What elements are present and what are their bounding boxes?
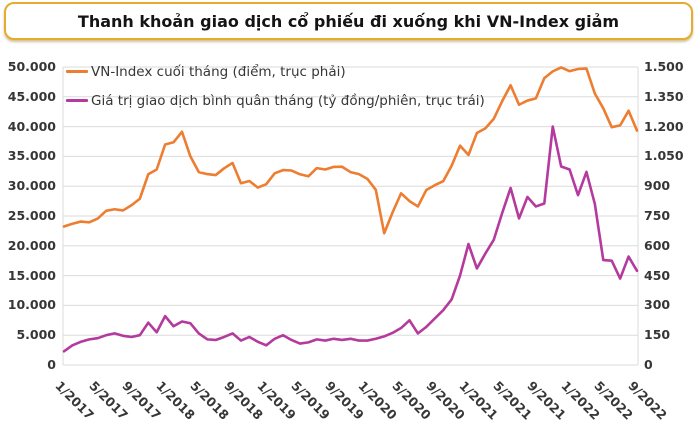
left-axis-tick-label: 40.000 [7,118,56,134]
right-axis-tick-label: 1.200 [644,118,684,134]
vnindex-line [62,66,639,235]
right-axis-tick-label: 600 [644,237,671,253]
right-axis-tick-label: 900 [644,178,671,194]
right-axis-tick-label: 1.350 [644,88,684,104]
left-axis-tick-label: 15.000 [7,267,56,283]
left-axis-tick-label: 45.000 [7,88,56,104]
legend-label-liquidity: Giá trị giao dịch bình quân tháng (tỷ đồ… [91,92,485,109]
left-axis-tick-label: 5.000 [16,327,56,343]
right-axis-tick-label: 150 [644,327,671,343]
chart-title-box: Thanh khoản giao dịch cổ phiếu đi xuống … [4,2,693,40]
left-axis-tick-label: 50.000 [7,59,56,74]
right-axis-tick-label: 0 [644,357,653,372]
chart-title: Thanh khoản giao dịch cổ phiếu đi xuống … [77,11,620,31]
right-axis-tick-label: 1.050 [644,148,684,164]
right-axis-tick-label: 750 [644,208,671,223]
right-axis-tick-label: 300 [644,297,671,313]
legend: VN-Index cuối tháng (điểm, trục phải) Gi… [66,62,485,120]
legend-swatch-vnindex-icon [66,70,88,73]
legend-item-liquidity: Giá trị giao dịch bình quân tháng (tỷ đồ… [66,91,485,110]
right-axis-tick-label: 450 [644,267,671,283]
legend-swatch-liquidity-icon [66,99,88,102]
left-axis-tick-label: 30.000 [7,178,56,194]
legend-item-vnindex: VN-Index cuối tháng (điểm, trục phải) [66,62,485,81]
liquidity-line [62,125,639,353]
left-axis-tick-label: 0 [47,357,56,372]
left-axis-tick-label: 25.000 [7,208,56,223]
right-axis-tick-label: 1.500 [644,59,684,74]
legend-label-vnindex: VN-Index cuối tháng (điểm, trục phải) [91,63,346,80]
left-axis-tick-label: 10.000 [7,297,56,313]
left-axis-tick-label: 35.000 [7,148,56,164]
left-axis-tick-label: 20.000 [7,237,56,253]
